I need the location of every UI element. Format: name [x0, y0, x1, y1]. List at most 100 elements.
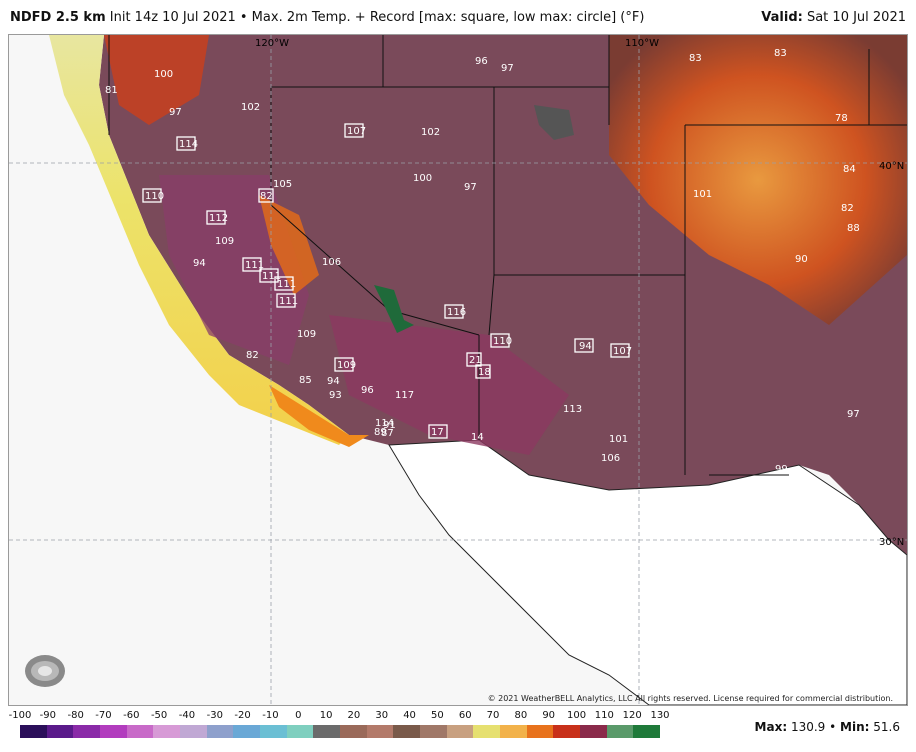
value-labels: 100 102 96 97 97 83 83 78 84 82 88 90 10… [105, 48, 860, 475]
scale-swatch [393, 725, 421, 738]
scale-tick-label: 40 [403, 710, 416, 721]
sierra-nevada [259, 195, 319, 295]
temp-value: 101 [693, 189, 712, 200]
temp-value: 90 [795, 254, 808, 265]
temp-value: 78 [835, 113, 848, 124]
scale-swatch [580, 725, 607, 738]
temp-value: 81 [105, 85, 118, 96]
scale-tick-label: -70 [95, 710, 112, 721]
scale-swatch [473, 725, 501, 738]
temp-value: 109 [215, 236, 234, 247]
scale-tick-label: 110 [594, 710, 614, 721]
record-value: 109 [337, 360, 356, 371]
scale-tick-label: -80 [67, 710, 84, 721]
temp-value: 101 [609, 434, 628, 445]
scale-tick-label: -100 [8, 710, 32, 721]
socal-coast [269, 385, 369, 447]
copyright-text: © 2021 WeatherBELL Analytics, LLC All ri… [487, 694, 893, 703]
temperature-map[interactable]: 120°W 110°W 40°N 30°N 100 102 96 97 97 8… [8, 34, 908, 706]
scale-swatch [606, 725, 634, 738]
temp-value: 96 [361, 385, 374, 396]
scale-tick-label: -30 [206, 710, 223, 721]
record-box [444, 304, 464, 319]
scale-swatch [340, 725, 367, 738]
temp-value: 82 [246, 350, 259, 361]
scale-tick-label: 0 [295, 710, 302, 721]
scale-swatch [180, 725, 207, 738]
record-value: 107 [347, 126, 366, 137]
max-min-summary: Max: 130.9 • Min: 51.6 [754, 720, 900, 734]
temp-value: 100 [413, 173, 432, 184]
scale-tick-label: 20 [347, 710, 361, 721]
record-box [242, 257, 262, 272]
temp-value: 89 [374, 427, 387, 438]
record-box [258, 188, 274, 203]
record-box [276, 293, 296, 308]
valid-date: Sat 10 Jul 2021 [806, 9, 906, 25]
scale-tick-label: 50 [431, 710, 444, 721]
scale-swatch [126, 725, 154, 738]
scale-tick-label: -10 [262, 710, 279, 721]
map-title: NDFD 2.5 km Init 14z 10 Jul 2021 • Max. … [10, 10, 644, 25]
coastal-zone [49, 35, 349, 445]
temp-value: 84 [843, 164, 856, 175]
temp-value: 106 [322, 257, 341, 268]
temp-value: 97 [169, 107, 182, 118]
mexico-area [388, 439, 907, 705]
temp-value: 97 [847, 409, 860, 420]
record-box [490, 333, 510, 348]
scale-swatch [46, 725, 74, 738]
temp-value: 82 [841, 203, 854, 214]
temp-value: 117 [395, 390, 414, 401]
temp-value: 102 [241, 102, 260, 113]
scale-tick-label: 130 [650, 710, 670, 721]
record-box [466, 352, 482, 367]
coord-120w: 120°W [255, 38, 289, 49]
scale-tick-label: -50 [150, 710, 168, 721]
rockies-high-terrain [609, 35, 907, 325]
temp-value: 83 [689, 53, 702, 64]
scale-tick-label: 60 [458, 710, 472, 721]
record-value: 110 [493, 336, 512, 347]
record-value: 110 [145, 191, 164, 202]
record-value: 112 [209, 213, 228, 224]
temp-value: 102 [421, 127, 440, 138]
scale-swatch [500, 725, 527, 738]
record-box [574, 338, 594, 353]
scale-ticks: -100 -90 -80 -70 -60 -50 -40 -30 -20 -10 0 10 20 30 40… [9, 710, 676, 724]
record-value: 111 [245, 260, 264, 271]
desert-southwest [329, 315, 569, 455]
temp-value: 106 [601, 453, 620, 464]
record-box [475, 364, 491, 379]
scale-colorbar [20, 725, 661, 738]
min-label: Min: [840, 720, 870, 734]
northern-ca-mountains [104, 35, 209, 125]
color-scale: -100 -90 -80 -70 -60 -50 -40 -30 -20 -10 0 10 20 30 40… [8, 708, 908, 752]
record-value: 107 [613, 346, 632, 357]
temp-value: 114 [375, 418, 394, 429]
record-value: 17 [431, 427, 444, 438]
scale-tick-label: -90 [39, 710, 56, 721]
scale-tick-label: 100 [566, 710, 587, 721]
scale-swatch [553, 725, 581, 738]
temp-value: 99 [775, 464, 788, 475]
scale-swatch [446, 725, 474, 738]
weatherbell-logo [25, 655, 65, 687]
scale-tick-label: 70 [486, 710, 500, 721]
scale-swatch [20, 725, 47, 738]
scale-tick-label: 120 [622, 710, 642, 721]
temp-value: 105 [273, 179, 292, 190]
record-value: 111 [262, 271, 281, 282]
salton-sea [374, 285, 414, 333]
record-box [610, 343, 630, 358]
scale-tick-label: 90 [542, 710, 556, 721]
temp-value: 100 [154, 69, 173, 80]
max-label: Max: [754, 720, 788, 734]
scale-tick-label: 30 [375, 710, 389, 721]
great-salt-lake [534, 105, 574, 140]
valid-time: Valid: Sat 10 Jul 2021 [761, 10, 906, 25]
scale-swatch [313, 725, 341, 738]
scale-swatch [526, 725, 554, 738]
scale-swatch [420, 725, 447, 738]
record-value: 18 [478, 367, 491, 378]
